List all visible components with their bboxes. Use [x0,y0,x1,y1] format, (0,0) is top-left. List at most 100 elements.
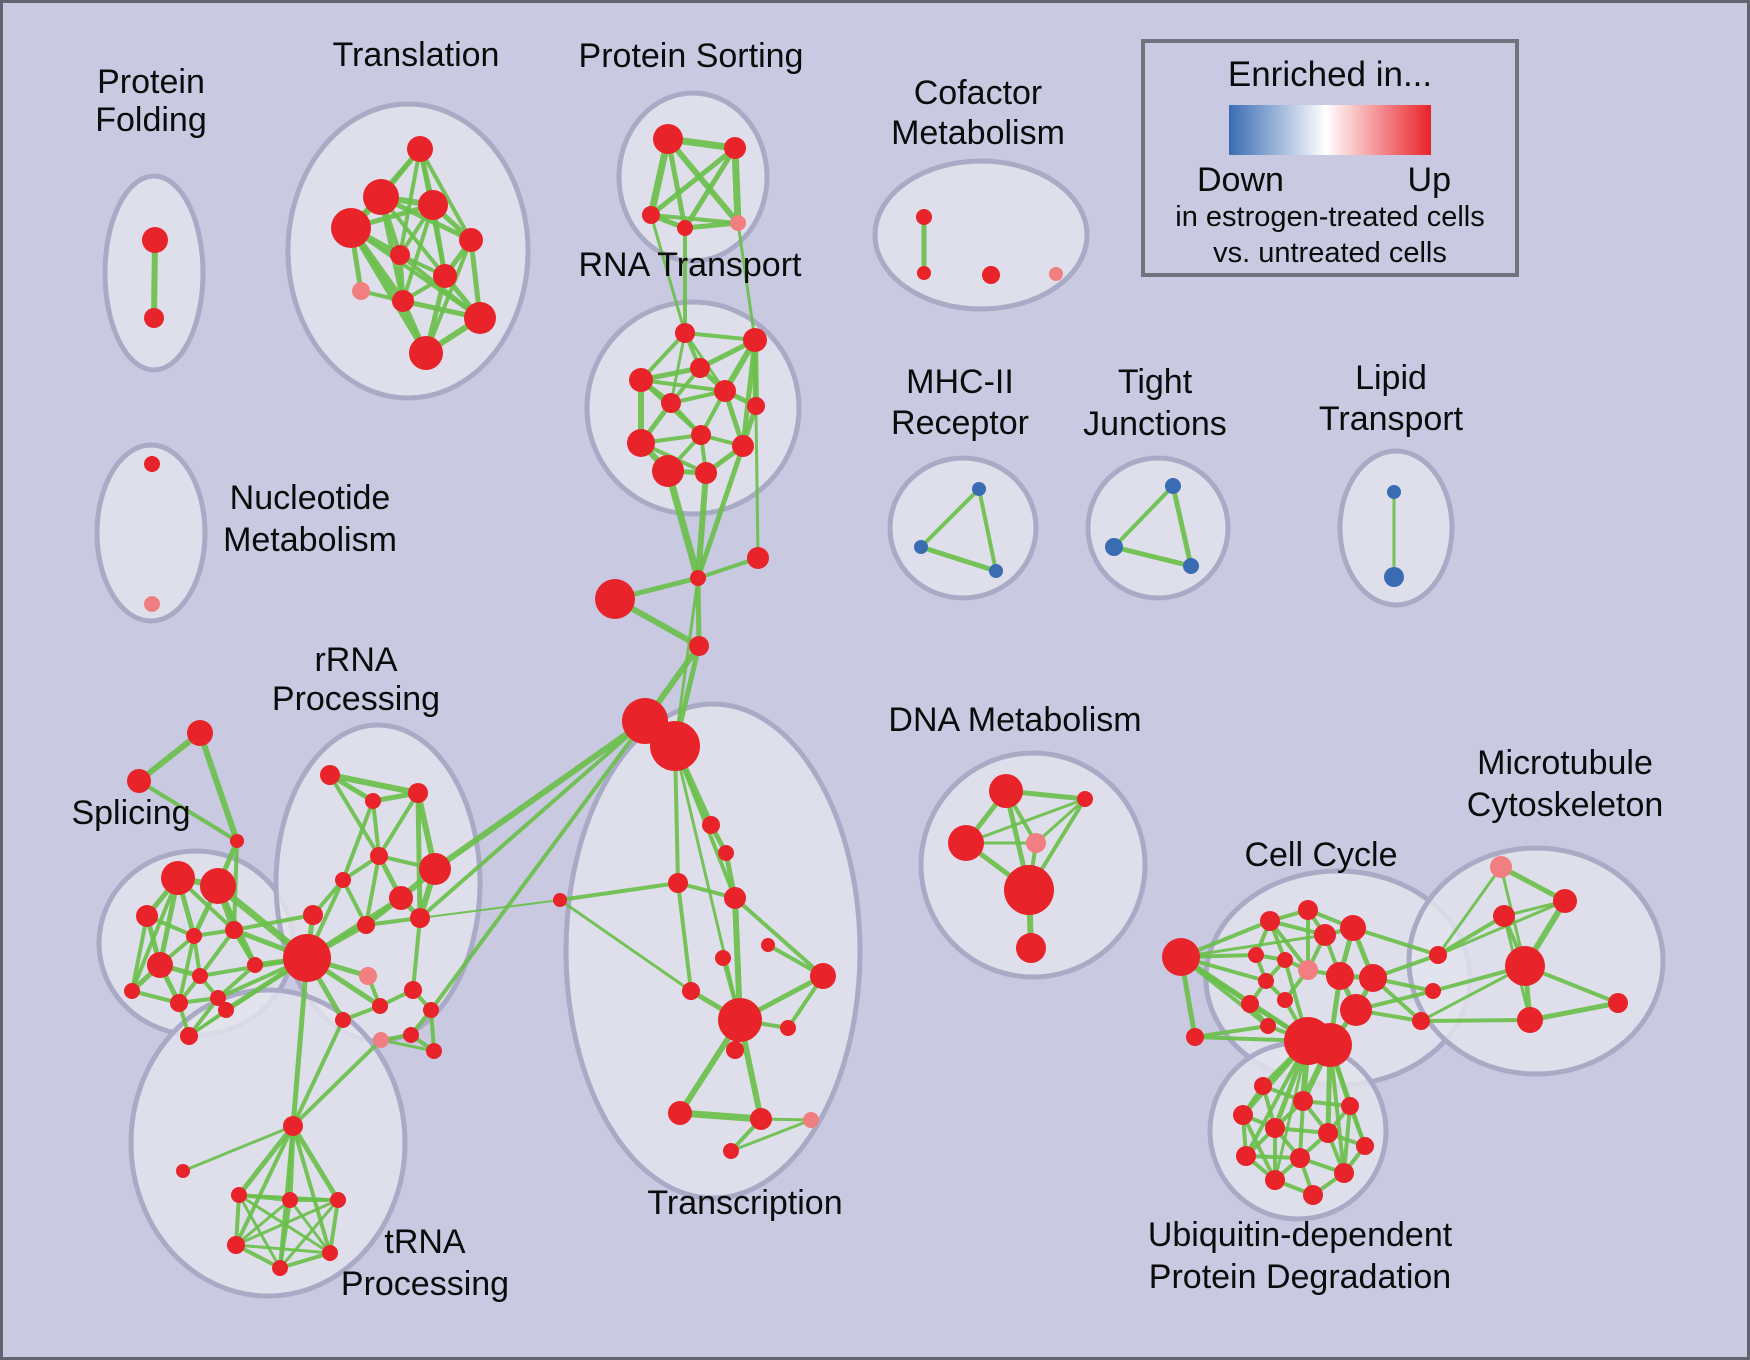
node-ps1[interactable] [653,124,683,154]
node-cc5[interactable] [1248,947,1264,963]
node-t3[interactable] [418,190,448,220]
node-cc10[interactable] [1241,995,1259,1013]
node-rr16[interactable] [403,1027,419,1043]
node-mc5[interactable] [1608,993,1628,1013]
node-tj2[interactable] [1105,538,1123,556]
node-cc2[interactable] [1298,900,1318,920]
node-tx2[interactable] [718,845,734,861]
node-pf2[interactable] [144,308,164,328]
node-t4[interactable] [331,208,371,248]
node-ps4[interactable] [677,220,693,236]
node-u10[interactable] [1265,1170,1285,1190]
node-ccl2[interactable] [1186,1028,1204,1046]
node-r3[interactable] [690,358,710,378]
node-rr2[interactable] [365,793,381,809]
node-c3[interactable] [595,579,635,619]
node-ps2[interactable] [724,137,746,159]
node-rrh[interactable] [283,934,331,982]
node-sp7[interactable] [192,968,208,984]
node-m1[interactable] [972,482,986,496]
node-h2[interactable] [650,721,700,771]
node-u12[interactable] [1303,1185,1323,1205]
node-t_2[interactable] [282,1192,298,1208]
node-cc1[interactable] [1260,911,1280,931]
node-s2[interactable] [127,769,151,793]
node-mcp[interactable] [1490,856,1512,878]
node-sp1[interactable] [161,861,195,895]
node-rr3[interactable] [408,783,428,803]
node-c2[interactable] [747,547,769,569]
node-d1[interactable] [989,774,1023,808]
node-ccr1[interactable] [1429,946,1447,964]
node-u2[interactable] [1293,1091,1313,1111]
node-tx4[interactable] [724,887,746,909]
node-tx14[interactable] [723,1143,739,1159]
node-rr1[interactable] [320,765,340,785]
node-cc6[interactable] [1277,952,1293,968]
node-sp6[interactable] [147,952,173,978]
node-r12[interactable] [695,462,717,484]
node-r9[interactable] [627,429,655,457]
node-rr9[interactable] [410,908,430,928]
node-rr15[interactable] [423,1002,439,1018]
node-t8[interactable] [352,282,370,300]
node-t9[interactable] [392,290,414,312]
node-t6[interactable] [390,245,410,265]
node-cc8[interactable] [1359,964,1387,992]
node-d2[interactable] [1077,791,1093,807]
node-n1[interactable] [144,456,160,472]
node-ccp[interactable] [1298,960,1318,980]
node-u7[interactable] [1356,1137,1374,1155]
node-tx11[interactable] [726,1041,744,1059]
node-t_5[interactable] [322,1245,338,1261]
node-tx13[interactable] [750,1108,772,1130]
node-t_4[interactable] [227,1236,245,1254]
node-mc2[interactable] [1493,905,1515,927]
node-mc3[interactable] [1505,946,1545,986]
node-d5[interactable] [1016,933,1046,963]
node-t_6[interactable] [272,1260,288,1276]
node-ps3[interactable] [642,206,660,224]
node-rr7[interactable] [303,905,323,925]
node-t7[interactable] [433,264,457,288]
node-c1[interactable] [690,570,706,586]
node-u4[interactable] [1233,1105,1253,1125]
node-rr12[interactable] [335,1012,351,1028]
node-tx6[interactable] [715,950,731,966]
node-mc4[interactable] [1517,1007,1543,1033]
node-t1[interactable] [407,136,433,162]
node-tj3[interactable] [1183,558,1199,574]
node-dp[interactable] [1026,833,1046,853]
node-sp3[interactable] [136,905,158,927]
node-r8[interactable] [691,425,711,445]
node-sp2[interactable] [200,868,236,904]
node-rr6[interactable] [389,886,413,910]
node-rr5[interactable] [335,872,351,888]
node-cf3[interactable] [982,266,1000,284]
node-rr8[interactable] [357,916,375,934]
node-r1[interactable] [675,323,695,343]
node-cc12[interactable] [1340,994,1372,1026]
node-s1[interactable] [187,720,213,746]
node-m3[interactable] [989,564,1003,578]
node-t_1[interactable] [231,1187,247,1203]
node-th[interactable] [283,1116,303,1136]
node-cc7[interactable] [1326,962,1354,990]
node-cc11[interactable] [1277,992,1293,1008]
node-cc9[interactable] [1258,973,1274,989]
node-tj1[interactable] [1165,478,1181,494]
node-cc13[interactable] [1260,1018,1276,1034]
node-ccr3[interactable] [1412,1012,1430,1030]
node-t5[interactable] [459,228,483,252]
node-ccL[interactable] [1162,938,1200,976]
node-rrp2[interactable] [373,1032,389,1048]
node-n2[interactable] [144,596,160,612]
node-ti[interactable] [176,1164,190,1178]
node-cc4[interactable] [1340,915,1366,941]
node-sp5[interactable] [225,921,243,939]
node-r2[interactable] [743,328,767,352]
node-ccr2[interactable] [1425,983,1441,999]
node-l2[interactable] [1384,567,1404,587]
node-l1[interactable] [1387,485,1401,499]
node-ps5[interactable] [730,215,746,231]
